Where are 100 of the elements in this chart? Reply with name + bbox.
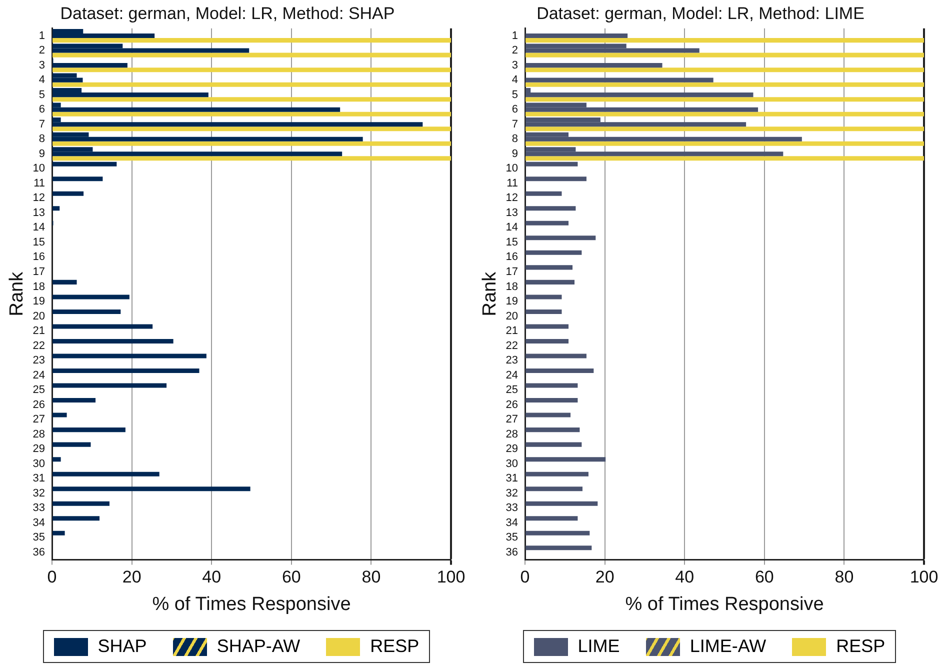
x-tick-label: 0	[520, 568, 530, 587]
bar	[52, 162, 117, 166]
y-tick-label: 35	[506, 532, 518, 544]
y-tick-label: 29	[506, 443, 518, 456]
y-tick-label: 17	[32, 266, 46, 278]
y-tick-label: 23	[506, 354, 518, 367]
bar	[526, 48, 700, 53]
bar	[52, 52, 451, 58]
y-tick-label: 12	[32, 192, 46, 204]
chart-title: Dataset: german, Model: LR, Method: SHAP	[60, 4, 395, 23]
x-tick-label: 60	[754, 568, 774, 587]
bar	[52, 280, 77, 284]
y-tick-label: 24	[506, 369, 518, 382]
y-tick-label: 23	[32, 354, 46, 367]
bar	[526, 156, 924, 161]
legend-label: LIME	[578, 636, 620, 657]
x-tick-label: 100	[910, 568, 938, 587]
y-tick-label: 7	[512, 118, 518, 130]
bar	[526, 34, 628, 38]
bar	[52, 398, 96, 403]
bar	[52, 97, 451, 102]
bar	[526, 206, 576, 211]
y-tick-label: 30	[506, 458, 518, 470]
bar	[52, 309, 121, 314]
bar	[52, 383, 167, 388]
y-tick-label: 25	[506, 384, 518, 396]
bar	[526, 338, 569, 344]
bar	[52, 156, 451, 161]
y-tick-label: 18	[32, 280, 46, 293]
bar	[526, 265, 573, 270]
y-tick-label: 9	[38, 148, 46, 160]
y-tick-label: 26	[32, 398, 46, 411]
y-tick-label: 25	[32, 384, 46, 396]
y-tick-label: 17	[506, 266, 518, 278]
y-tick-label: 19	[506, 296, 518, 308]
y-tick-label: 28	[32, 428, 46, 440]
y-tick-label: 1	[512, 30, 518, 42]
bar	[526, 398, 578, 403]
bar	[52, 141, 451, 146]
bar	[526, 191, 562, 196]
y-tick-label: 6	[512, 104, 518, 116]
bar	[526, 220, 569, 226]
bar	[526, 530, 590, 536]
y-tick-label: 5	[512, 88, 518, 101]
y-tick-label: 16	[506, 251, 518, 264]
bar	[526, 141, 924, 146]
x-tick-label: 60	[282, 568, 301, 587]
y-tick-label: 10	[506, 162, 518, 175]
y-tick-label: 9	[512, 148, 518, 160]
y-tick-label: 27	[32, 414, 46, 426]
bar	[526, 112, 924, 116]
x-tick-label: 20	[595, 568, 614, 587]
x-tick-label: 40	[202, 568, 222, 587]
bar	[526, 78, 714, 82]
bar	[526, 368, 594, 374]
y-tick-label: 36	[506, 546, 518, 558]
bar	[526, 354, 586, 358]
y-tick-label: 14	[32, 222, 46, 234]
legend-label: RESP	[370, 636, 420, 657]
bar	[526, 236, 596, 240]
bar	[52, 368, 200, 374]
x-axis-title: % of Times Responsive	[625, 594, 824, 615]
bar	[526, 68, 924, 72]
x-tick-label: 0	[47, 568, 57, 587]
bar	[526, 280, 575, 284]
y-tick-label: 18	[506, 280, 518, 293]
y-tick-label: 31	[506, 472, 518, 485]
y-tick-label: 6	[38, 104, 46, 116]
bar	[526, 472, 588, 476]
y-tick-label: 35	[32, 532, 46, 544]
y-tick-label: 3	[512, 59, 518, 72]
bar	[52, 530, 65, 536]
bar	[526, 457, 606, 462]
y-tick-label: 30	[32, 458, 46, 470]
x-tick-label: 40	[675, 568, 694, 587]
y-tick-label: 36	[32, 546, 46, 558]
y-tick-label: 33	[506, 502, 518, 514]
y-tick-label: 2	[38, 44, 46, 57]
bar	[526, 383, 578, 388]
bar	[52, 206, 60, 211]
y-tick-label: 12	[506, 192, 518, 204]
y-tick-label: 28	[506, 428, 518, 440]
x-tick-label: 80	[362, 568, 381, 587]
bar	[52, 338, 174, 344]
bar	[526, 546, 592, 550]
bar	[52, 126, 451, 132]
y-tick-label: 14	[506, 222, 518, 234]
bar	[526, 63, 662, 68]
bar	[52, 136, 363, 142]
y-tick-label: 11	[506, 177, 518, 190]
y-tick-label: 33	[32, 502, 46, 514]
y-tick-label: 32	[506, 487, 518, 500]
bar	[526, 176, 586, 182]
y-tick-label: 4	[38, 74, 46, 86]
bar	[52, 48, 250, 53]
y-tick-label: 20	[32, 310, 46, 322]
y-tick-label: 5	[38, 88, 46, 101]
bar	[52, 78, 83, 82]
y-tick-label: 26	[506, 398, 518, 411]
y-tick-label: 34	[506, 516, 518, 529]
